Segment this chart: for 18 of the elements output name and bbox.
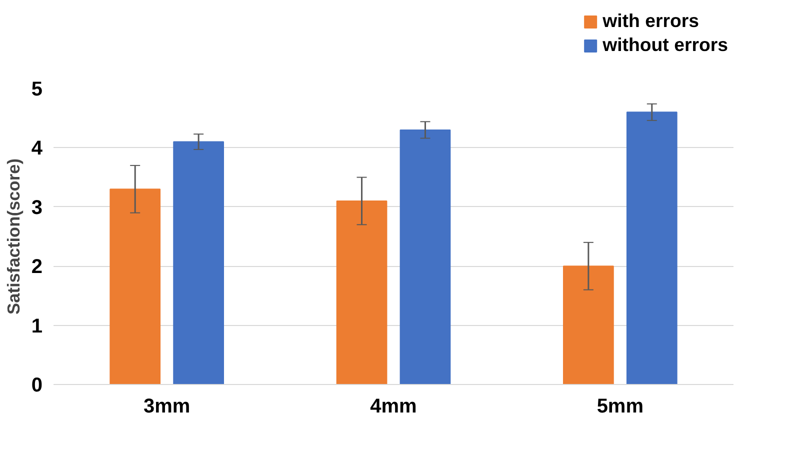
x-tick-label: 5mm [596,396,644,418]
y-tick-label: 4 [31,138,44,160]
legend-label: with errors [602,10,699,32]
y-axis-title: Satisfaction(score) [3,158,24,314]
bar [563,266,614,384]
bar [400,129,451,384]
x-tick-label: 3mm [143,396,190,418]
legend-label: without errors [602,34,728,56]
bar [110,188,161,384]
x-tick-label: 4mm [370,396,417,418]
bar [336,200,388,384]
bar [173,141,224,384]
y-tick-label: 1 [31,315,42,338]
y-tick-label: 0 [31,374,42,396]
y-tick-label: 3 [31,196,42,219]
y-tick-label: 5 [31,78,42,100]
bar [626,112,678,384]
y-tick-label: 2 [31,256,42,278]
